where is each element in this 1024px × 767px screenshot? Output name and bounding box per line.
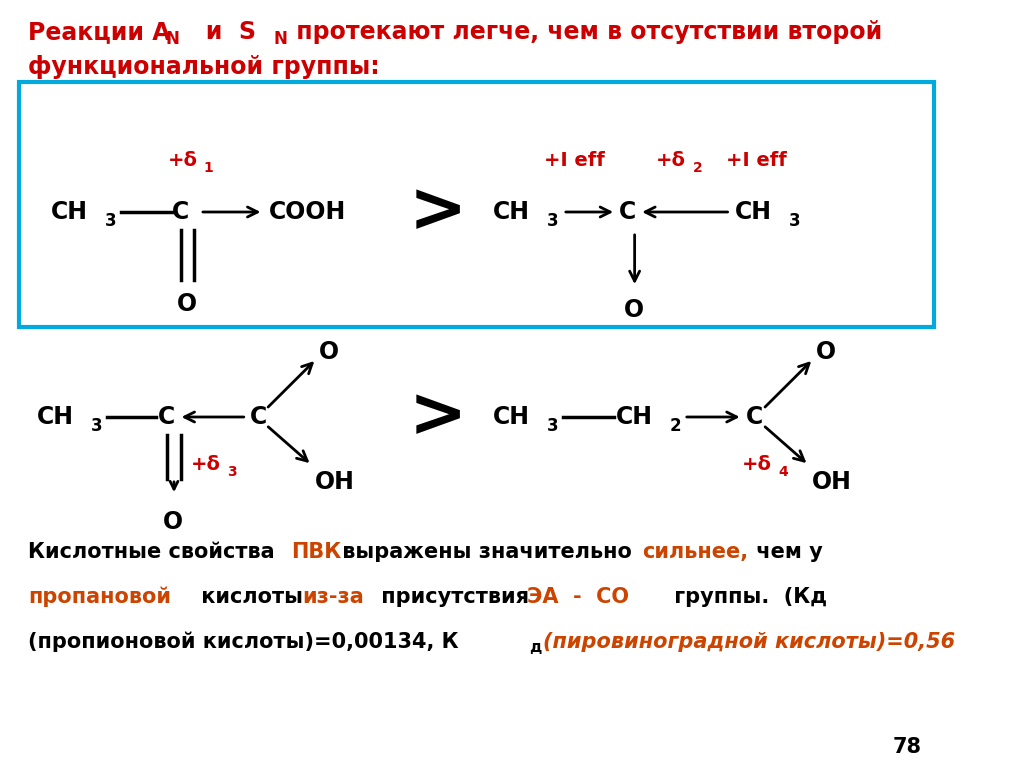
Text: C: C: [158, 405, 175, 429]
Text: 3: 3: [91, 417, 102, 435]
Text: N: N: [166, 30, 179, 48]
Text: C: C: [250, 405, 266, 429]
Text: 1: 1: [204, 161, 214, 175]
Text: CH: CH: [51, 200, 88, 224]
Text: выражены значительно: выражены значительно: [335, 542, 639, 562]
Text: 3: 3: [105, 212, 117, 230]
Text: C: C: [172, 200, 189, 224]
Text: ЭА  -  СО: ЭА - СО: [526, 587, 629, 607]
Text: OH: OH: [314, 470, 354, 494]
Text: CH: CH: [494, 200, 530, 224]
Text: пропановой: пропановой: [28, 587, 171, 607]
Text: (пропионовой кислоты)=0,00134, К: (пропионовой кислоты)=0,00134, К: [28, 632, 459, 652]
Text: (пировиноградной кислоты)=0,56: (пировиноградной кислоты)=0,56: [544, 632, 955, 652]
Text: и  S: и S: [180, 20, 256, 44]
Text: O: O: [163, 510, 183, 534]
Text: CH: CH: [616, 405, 653, 429]
Text: 3: 3: [547, 417, 559, 435]
Text: CH: CH: [735, 200, 772, 224]
Text: +δ: +δ: [656, 150, 686, 170]
Text: +δ: +δ: [168, 150, 198, 170]
Text: OH: OH: [811, 470, 851, 494]
Text: чем у: чем у: [750, 542, 823, 562]
Text: C: C: [746, 405, 764, 429]
Text: присутствия: присутствия: [374, 587, 537, 607]
Text: CH: CH: [37, 405, 74, 429]
Text: C: C: [618, 200, 636, 224]
Text: >: >: [409, 384, 467, 450]
Text: COOH: COOH: [269, 200, 346, 224]
Text: сильнее,: сильнее,: [642, 542, 749, 562]
Text: 3: 3: [227, 465, 237, 479]
Text: 78: 78: [892, 737, 922, 757]
Text: 3: 3: [790, 212, 801, 230]
Text: CH: CH: [494, 405, 530, 429]
Text: д: д: [529, 640, 542, 656]
Bar: [18, 82, 934, 327]
Text: Реакции А: Реакции А: [28, 20, 170, 44]
Text: O: O: [816, 340, 837, 364]
Text: из-за: из-за: [302, 587, 365, 607]
Text: O: O: [177, 292, 197, 316]
Text: функциональной группы:: функциональной группы:: [28, 55, 380, 79]
Text: +I eff: +I eff: [545, 150, 605, 170]
Text: +δ: +δ: [741, 456, 772, 475]
Text: ПВК: ПВК: [291, 542, 342, 562]
Text: >: >: [409, 179, 467, 245]
Text: 3: 3: [547, 212, 559, 230]
Text: O: O: [624, 298, 644, 322]
Text: 2: 2: [670, 417, 682, 435]
Text: +δ: +δ: [190, 456, 221, 475]
Text: группы.  (Кд: группы. (Кд: [668, 587, 827, 607]
Text: протекают легче, чем в отсутствии второй: протекают легче, чем в отсутствии второй: [289, 20, 883, 44]
Text: кислоты: кислоты: [194, 587, 310, 607]
Text: 2: 2: [693, 161, 703, 175]
Text: Кислотные свойства: Кислотные свойства: [28, 542, 282, 562]
Text: N: N: [273, 30, 288, 48]
Text: 4: 4: [778, 465, 787, 479]
Text: O: O: [319, 340, 339, 364]
Text: +I eff: +I eff: [726, 150, 786, 170]
